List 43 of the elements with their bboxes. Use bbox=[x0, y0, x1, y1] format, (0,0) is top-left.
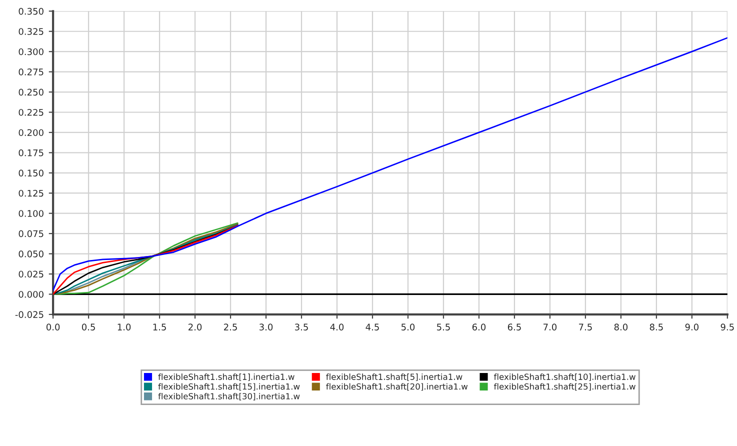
y-tick-label: 0.350 bbox=[18, 8, 44, 15]
y-tick-label: -0.025 bbox=[15, 311, 44, 318]
x-tick-label: 5.0 bbox=[402, 324, 415, 330]
y-tick-label: 0.150 bbox=[18, 170, 44, 176]
y-tick-label: 0.250 bbox=[18, 88, 44, 96]
legend-label: flexibleShaft1.shaft[25].inertia1.w bbox=[494, 383, 636, 391]
legend-label: flexibleShaft1.shaft[10].inertia1.w bbox=[494, 373, 636, 381]
x-tick-label: 2.0 bbox=[188, 324, 202, 330]
x-tick-label: 6.0 bbox=[472, 324, 486, 330]
legend-label: flexibleShaft1.shaft[20].inertia1.w bbox=[326, 383, 468, 391]
y-tick-label: 0.200 bbox=[18, 129, 44, 136]
x-tick-label: 9.5 bbox=[720, 324, 734, 330]
x-tick-label: 9.0 bbox=[685, 324, 699, 330]
legend-label: flexibleShaft1.shaft[15].inertia1.w bbox=[158, 383, 300, 391]
x-tick-label: 3.5 bbox=[295, 324, 308, 330]
y-tick-label: 0.175 bbox=[18, 149, 44, 156]
y-tick-label: 0.275 bbox=[18, 68, 44, 76]
x-tick-label: 6.5 bbox=[508, 324, 521, 330]
y-tick-label: 0.050 bbox=[18, 250, 44, 258]
y-tick-label: 0.075 bbox=[18, 230, 44, 238]
x-tick-label: 3.0 bbox=[260, 324, 273, 330]
x-tick-label: 7.0 bbox=[544, 324, 557, 330]
y-tick-label: 0.100 bbox=[18, 210, 44, 217]
x-tick-label: 2.5 bbox=[224, 324, 237, 330]
x-tick-label: 1.5 bbox=[153, 324, 166, 330]
x-tick-label: 0.5 bbox=[82, 324, 95, 330]
legend-label: flexibleShaft1.shaft[5].inertia1.w bbox=[326, 373, 462, 381]
y-tick-label: 0.325 bbox=[18, 28, 44, 35]
y-tick-label: 0.000 bbox=[18, 290, 44, 298]
x-tick-label: 4.5 bbox=[366, 324, 379, 330]
y-tick-label: 0.125 bbox=[18, 190, 44, 197]
y-tick-label: 0.300 bbox=[18, 48, 44, 56]
y-tick-label: 0.025 bbox=[18, 270, 44, 278]
x-tick-label: 0.0 bbox=[46, 324, 60, 330]
x-tick-label: 4.0 bbox=[330, 324, 344, 330]
x-tick-label: 7.5 bbox=[579, 324, 592, 330]
x-tick-label: 5.5 bbox=[437, 324, 450, 330]
x-tick-label: 8.0 bbox=[614, 324, 628, 330]
y-tick-label: 0.225 bbox=[18, 108, 44, 116]
legend-label: flexibleShaft1.shaft[30].inertia1.w bbox=[158, 392, 300, 400]
x-tick-label: 8.5 bbox=[650, 324, 663, 330]
legend-label: flexibleShaft1.shaft[1].inertia1.w bbox=[158, 373, 294, 381]
x-tick-label: 1.0 bbox=[118, 324, 131, 330]
